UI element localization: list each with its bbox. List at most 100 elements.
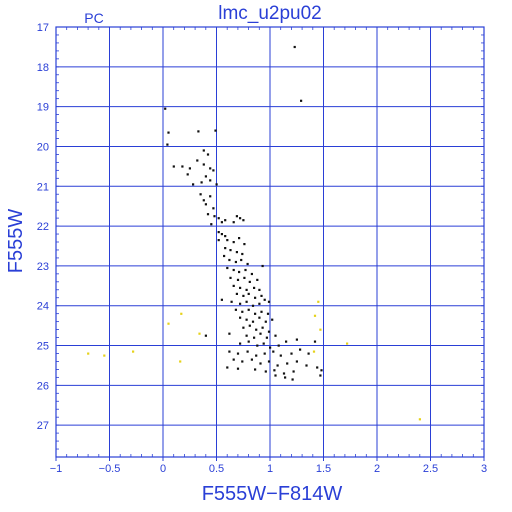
data-point [272, 350, 275, 353]
data-point [209, 195, 212, 198]
data-point [259, 332, 262, 335]
data-point [250, 358, 253, 361]
data-point [232, 221, 235, 224]
data-point [224, 235, 227, 238]
data-point [246, 350, 249, 353]
data-point [319, 374, 322, 377]
data-point [316, 366, 319, 369]
data-point [245, 334, 248, 337]
data-point [253, 286, 256, 289]
data-point [236, 367, 240, 370]
data-point [254, 296, 257, 299]
data-point [284, 376, 287, 379]
data-point [206, 213, 210, 216]
data-point [172, 165, 175, 168]
data-point [277, 344, 280, 347]
data-point [164, 107, 167, 110]
data-point [226, 366, 229, 369]
data-point [244, 268, 247, 272]
data-point [234, 308, 237, 311]
data-point [167, 322, 170, 325]
x-tick-label: 3 [481, 463, 487, 475]
data-point [209, 167, 212, 170]
y-tick-label: 18 [37, 62, 49, 74]
data-point [217, 239, 220, 242]
data-point [295, 360, 298, 363]
data-point [241, 310, 244, 313]
data-point [226, 239, 229, 242]
data-point [192, 183, 195, 186]
data-point [261, 264, 264, 268]
data-point [241, 252, 244, 256]
data-point [181, 165, 184, 168]
data-point [204, 175, 207, 178]
data-point [236, 278, 240, 281]
data-point [250, 272, 253, 276]
data-point [258, 302, 261, 305]
data-point [229, 249, 232, 252]
data-point [230, 300, 233, 303]
grid [55, 26, 485, 461]
data-point [232, 358, 235, 361]
data-point [197, 130, 200, 133]
data-point [196, 159, 199, 162]
data-point [179, 360, 182, 363]
x-tick-label: −0.5 [99, 463, 121, 475]
tick-labels: −1 −0.5 0 0.5 1 1.5 2 2.5 3 17 18 19 20 21 22 23 24 25 26 2… [37, 22, 487, 475]
data-point [258, 316, 261, 319]
data-point [202, 199, 205, 202]
plot-frame [55, 26, 485, 458]
data-point [234, 260, 237, 264]
data-point [300, 99, 303, 102]
data-point [245, 318, 248, 321]
data-point [267, 360, 271, 363]
data-point [235, 215, 238, 218]
data-point [239, 302, 242, 305]
data-point [256, 278, 259, 281]
data-point [235, 251, 238, 254]
data-point [232, 284, 235, 287]
data-point [103, 354, 106, 357]
data-point [200, 181, 203, 184]
data-point [260, 310, 263, 313]
data-point [220, 221, 223, 224]
data-point [224, 247, 227, 250]
x-axis-label: F555W−F814W [202, 483, 343, 505]
data-point [238, 237, 241, 240]
data-point [236, 352, 240, 355]
data-point [212, 169, 215, 172]
data-point [279, 354, 282, 357]
y-tick-label: 17 [37, 22, 49, 34]
data-point [245, 288, 248, 291]
data-point [239, 342, 242, 345]
data-point [276, 364, 279, 367]
data-point [312, 350, 316, 353]
data-point [269, 346, 272, 349]
y-tick-label: 26 [37, 380, 49, 392]
data-point [245, 300, 248, 303]
data-point [229, 276, 232, 279]
data-point [242, 219, 245, 222]
data-point [307, 352, 310, 355]
data-point [255, 328, 258, 331]
data-point [241, 360, 244, 363]
data-point [319, 328, 322, 331]
data-point [242, 294, 245, 297]
data-point [188, 167, 191, 170]
chart-title: lmc_u2pu02 [218, 3, 322, 24]
data-point [224, 219, 227, 222]
data-point [247, 340, 250, 343]
data-point [262, 342, 265, 345]
data-point [265, 336, 268, 339]
x-tick-label: 1 [267, 463, 273, 475]
data-point [253, 336, 256, 339]
data-point [212, 207, 215, 210]
data-point [199, 193, 202, 196]
y-tick-label: 19 [37, 102, 49, 114]
data-point [228, 350, 231, 353]
x-tick-label: 0 [160, 463, 166, 475]
data-point [259, 362, 262, 365]
data-point [240, 258, 243, 262]
data-point [210, 223, 213, 226]
data-point [273, 369, 276, 372]
